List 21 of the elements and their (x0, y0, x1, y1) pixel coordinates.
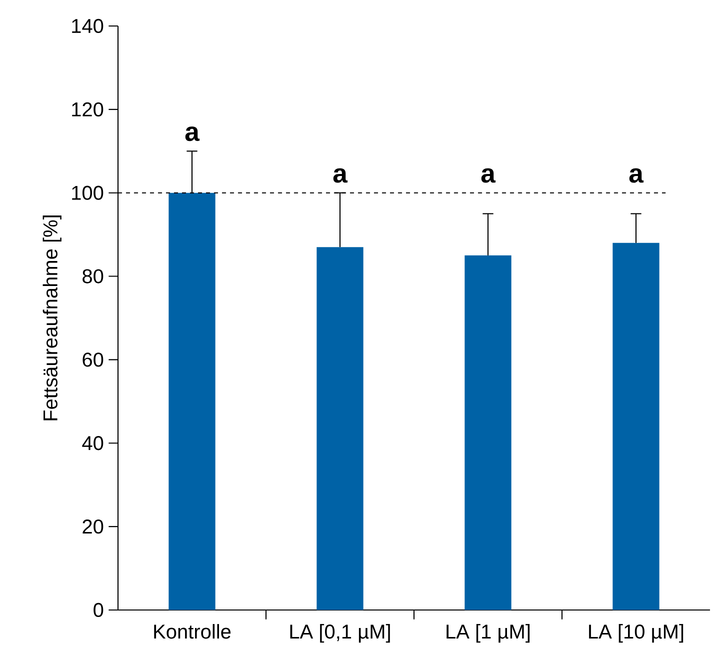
y-tick-label: 0 (94, 602, 104, 618)
bar (612, 242, 660, 610)
y-axis-title: Fettsäureaufnahme [%] (42, 216, 62, 420)
y-tick-label: 140 (72, 18, 104, 34)
x-tick-label: Kontrolle (154, 624, 231, 639)
annotation: a (629, 168, 644, 183)
y-tick-label: 60 (82, 352, 104, 367)
bar (168, 192, 216, 610)
y-tick-label: 100 (72, 186, 104, 200)
bar (464, 255, 512, 610)
annotation: a (481, 168, 496, 183)
y-tick-label: 120 (72, 102, 104, 116)
y-tick-label: 40 (82, 436, 104, 450)
x-tick-label: LA [0,1 µM] (290, 624, 390, 643)
x-tick-label: LA [10 µM] (589, 624, 684, 643)
y-tick-label: 20 (82, 519, 104, 534)
y-tick-label: 80 (82, 269, 104, 284)
annotation: a (333, 168, 348, 183)
x-tick-label: LA [1 µM] (446, 624, 530, 643)
annotation: a (185, 126, 200, 142)
bar (316, 247, 364, 610)
